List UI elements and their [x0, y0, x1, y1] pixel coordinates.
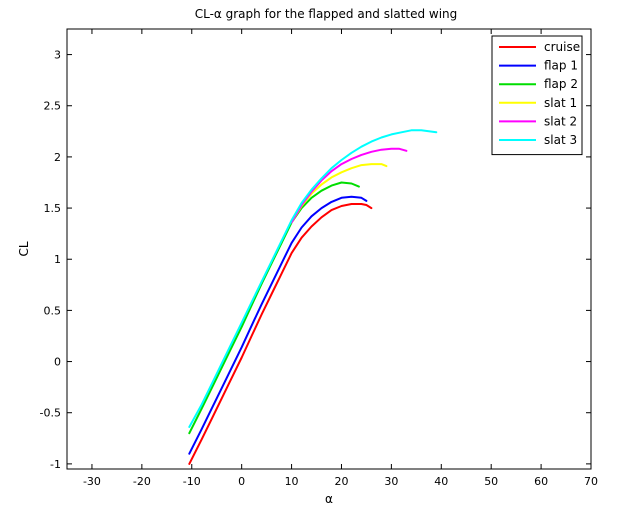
y-axis-label: CL [17, 241, 31, 256]
x-tick-label: -10 [183, 475, 201, 488]
series-line-slat-2 [290, 147, 408, 224]
y-tick-label: 1 [54, 253, 61, 266]
legend-label: flap 1 [544, 59, 578, 73]
chart-title: CL-α graph for the flapped and slatted w… [195, 7, 458, 21]
legend-label: cruise [544, 40, 580, 54]
y-tick-label: 2 [54, 151, 61, 164]
y-tick-label: 0.5 [44, 304, 62, 317]
x-tick-label: 20 [334, 475, 348, 488]
y-tick-label: 2.5 [44, 100, 62, 113]
axis-ticks: -30 -20 -10 0 10 20 30 40 50 60 70 -1 -0.5 0 0.5 1 1.5 2 2… [40, 29, 598, 488]
x-tick-label: 10 [285, 475, 299, 488]
x-axis-label: α [325, 492, 333, 506]
x-tick-label: 0 [238, 475, 245, 488]
series-line-flap-1 [188, 195, 368, 455]
y-tick-label: 0 [54, 356, 61, 369]
legend-label: slat 3 [544, 133, 577, 147]
legend-box [491, 35, 583, 156]
x-tick-label: -20 [133, 475, 151, 488]
x-tick-label: 60 [534, 475, 548, 488]
x-tick-label: -30 [83, 475, 101, 488]
x-tick-label: 70 [584, 475, 598, 488]
x-tick-label: 40 [434, 475, 448, 488]
y-tick-label: -1 [50, 458, 61, 471]
series-line-cruise [188, 203, 373, 465]
legend-label: flap 2 [544, 77, 578, 91]
series-line-slat-3 [188, 129, 438, 428]
y-tick-label: 3 [54, 49, 61, 62]
legend-label: slat 1 [544, 96, 577, 110]
y-tick-label: -0.5 [40, 407, 61, 420]
legend: cruise flap 1 flap 2 slat 1 slat 2 slat 3 [491, 35, 583, 156]
x-tick-label: 50 [484, 475, 498, 488]
series-lines [188, 129, 438, 465]
x-tick-label: 30 [384, 475, 398, 488]
y-tick-label: 1.5 [44, 202, 62, 215]
legend-label: slat 2 [544, 114, 577, 128]
